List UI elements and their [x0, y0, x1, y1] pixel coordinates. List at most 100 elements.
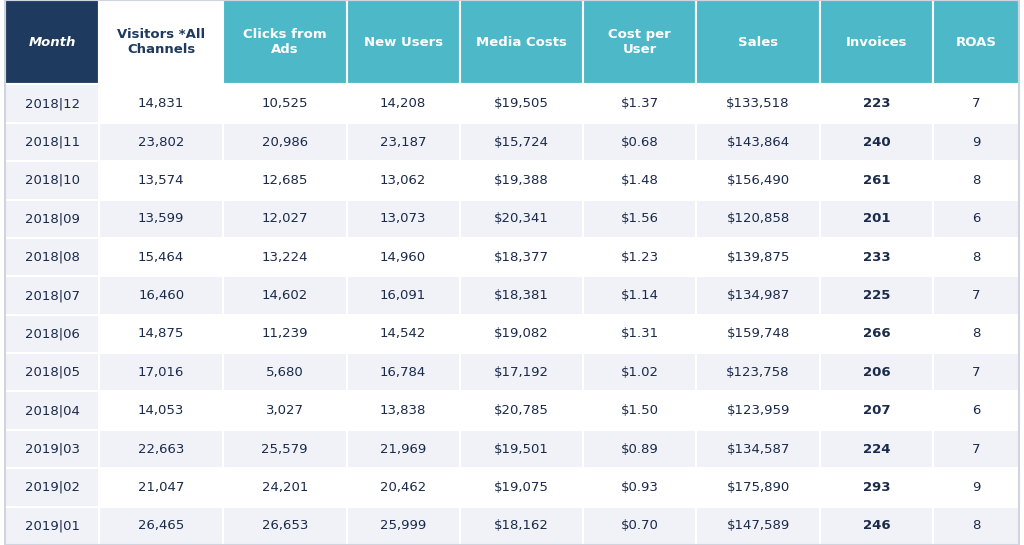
Bar	[5, 507, 99, 545]
Text: $15,724: $15,724	[494, 136, 549, 149]
Text: 11,239: 11,239	[261, 328, 308, 341]
Bar	[460, 84, 584, 123]
Bar	[460, 391, 584, 430]
Text: $1.14: $1.14	[621, 289, 658, 302]
Bar	[5, 353, 99, 391]
Bar	[223, 84, 346, 123]
Bar	[460, 0, 584, 84]
Text: 2018|06: 2018|06	[25, 328, 80, 341]
Text: $1.48: $1.48	[621, 174, 658, 187]
Text: 2019|03: 2019|03	[25, 443, 80, 456]
Text: Cost per
User: Cost per User	[608, 28, 671, 56]
Text: $139,875: $139,875	[726, 251, 790, 264]
Bar	[584, 391, 696, 430]
Bar	[346, 276, 460, 315]
Text: 26,465: 26,465	[138, 519, 184, 532]
Bar	[933, 123, 1019, 161]
Text: 14,542: 14,542	[380, 328, 426, 341]
Bar	[99, 123, 223, 161]
Bar	[584, 430, 696, 468]
Bar	[5, 0, 99, 84]
Text: $123,959: $123,959	[726, 404, 790, 417]
Text: 224: 224	[862, 443, 890, 456]
Bar	[346, 468, 460, 507]
Bar	[820, 199, 933, 238]
Text: $17,192: $17,192	[494, 366, 549, 379]
Bar	[460, 468, 584, 507]
Text: 13,224: 13,224	[261, 251, 308, 264]
Bar	[696, 199, 820, 238]
Bar	[460, 276, 584, 315]
Bar	[584, 199, 696, 238]
Text: 25,999: 25,999	[380, 519, 426, 532]
Text: $18,162: $18,162	[494, 519, 549, 532]
Bar	[696, 84, 820, 123]
Bar	[933, 238, 1019, 276]
Text: $1.02: $1.02	[621, 366, 658, 379]
Text: 2018|11: 2018|11	[25, 136, 80, 149]
Text: 14,960: 14,960	[380, 251, 426, 264]
Bar	[5, 161, 99, 199]
Text: 17,016: 17,016	[138, 366, 184, 379]
Text: $0.70: $0.70	[621, 519, 658, 532]
Text: 16,784: 16,784	[380, 366, 426, 379]
Text: 201: 201	[862, 213, 890, 225]
Bar	[5, 315, 99, 353]
Bar	[346, 199, 460, 238]
Text: 8: 8	[972, 251, 980, 264]
Text: 13,599: 13,599	[138, 213, 184, 225]
Bar	[584, 84, 696, 123]
Bar	[99, 468, 223, 507]
Bar	[696, 353, 820, 391]
Text: 240: 240	[862, 136, 890, 149]
Bar	[584, 123, 696, 161]
Text: $123,758: $123,758	[726, 366, 790, 379]
Text: 14,875: 14,875	[138, 328, 184, 341]
Text: 9: 9	[972, 136, 980, 149]
Text: 6: 6	[972, 213, 980, 225]
Bar	[223, 468, 346, 507]
Bar	[346, 238, 460, 276]
Bar	[346, 391, 460, 430]
Text: 23,187: 23,187	[380, 136, 426, 149]
Bar	[933, 353, 1019, 391]
Bar	[5, 430, 99, 468]
Text: $19,388: $19,388	[494, 174, 549, 187]
Bar	[99, 199, 223, 238]
Bar	[346, 161, 460, 199]
Text: New Users: New Users	[364, 36, 442, 49]
Text: 266: 266	[862, 328, 890, 341]
Text: $18,377: $18,377	[494, 251, 549, 264]
Bar	[584, 0, 696, 84]
Text: 2019|01: 2019|01	[25, 519, 80, 532]
Bar	[933, 0, 1019, 84]
Bar	[696, 430, 820, 468]
Bar	[933, 315, 1019, 353]
Bar	[223, 276, 346, 315]
Bar	[820, 315, 933, 353]
Text: 8: 8	[972, 519, 980, 532]
Bar	[5, 391, 99, 430]
Text: 15,464: 15,464	[138, 251, 184, 264]
Bar	[99, 161, 223, 199]
Text: 9: 9	[972, 481, 980, 494]
Bar	[584, 238, 696, 276]
Text: 261: 261	[862, 174, 890, 187]
Text: 8: 8	[972, 174, 980, 187]
Bar	[933, 468, 1019, 507]
Bar	[99, 315, 223, 353]
Bar	[933, 276, 1019, 315]
Bar	[460, 238, 584, 276]
Bar	[99, 276, 223, 315]
Bar	[820, 123, 933, 161]
Text: 21,047: 21,047	[138, 481, 184, 494]
Text: 26,653: 26,653	[261, 519, 308, 532]
Bar	[460, 199, 584, 238]
Bar	[696, 161, 820, 199]
Text: 3,027: 3,027	[266, 404, 304, 417]
Text: 7: 7	[972, 443, 980, 456]
Bar	[346, 123, 460, 161]
Text: 12,027: 12,027	[261, 213, 308, 225]
Text: $134,987: $134,987	[726, 289, 790, 302]
Text: 246: 246	[862, 519, 890, 532]
